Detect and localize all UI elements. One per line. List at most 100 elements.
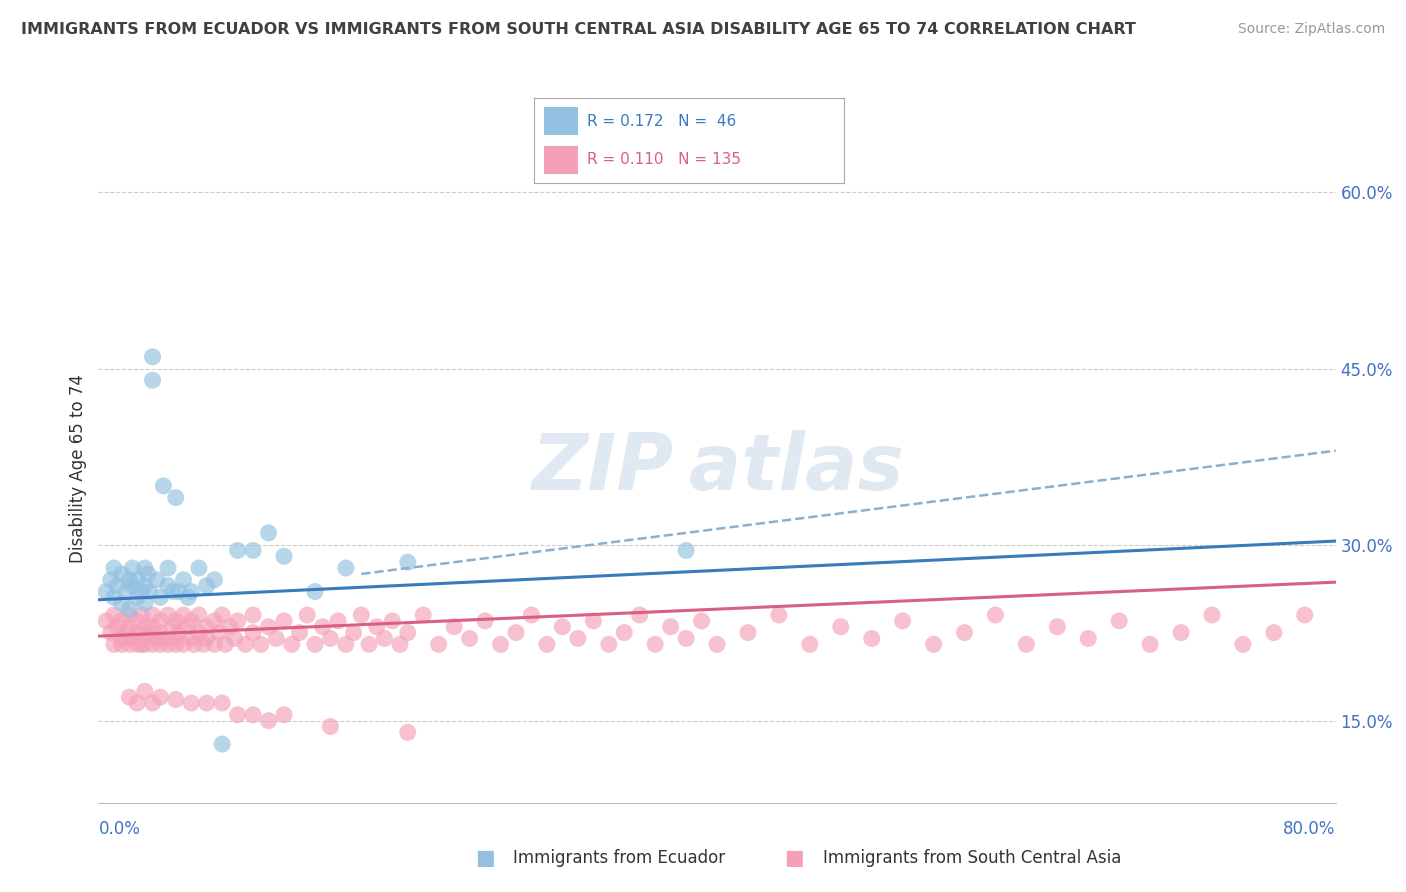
Point	[737, 625, 759, 640]
Point	[136, 625, 159, 640]
Text: 0.0%: 0.0%	[98, 821, 141, 838]
Point	[1263, 625, 1285, 640]
Point	[304, 637, 326, 651]
Point	[644, 637, 666, 651]
Point	[1046, 620, 1069, 634]
Point	[458, 632, 481, 646]
Point	[357, 637, 380, 651]
Point	[489, 637, 512, 651]
Point	[396, 625, 419, 640]
Point	[953, 625, 976, 640]
Point	[582, 614, 605, 628]
Point	[103, 607, 125, 622]
Point	[121, 561, 143, 575]
Point	[188, 607, 211, 622]
Point	[134, 637, 156, 651]
Point	[157, 561, 180, 575]
Point	[103, 561, 125, 575]
Point	[118, 690, 141, 705]
Point	[177, 620, 200, 634]
Point	[105, 579, 128, 593]
Point	[350, 607, 373, 622]
Point	[1077, 632, 1099, 646]
Point	[388, 637, 412, 651]
Point	[118, 573, 141, 587]
Point	[343, 625, 366, 640]
Point	[105, 620, 128, 634]
Point	[427, 637, 450, 651]
Point	[1395, 625, 1406, 640]
Point	[412, 607, 434, 622]
Point	[96, 584, 118, 599]
Point	[118, 602, 141, 616]
Point	[131, 607, 153, 622]
Point	[1294, 607, 1316, 622]
Point	[180, 614, 202, 628]
Point	[111, 614, 134, 628]
Point	[165, 491, 187, 505]
Point	[273, 614, 295, 628]
Point	[173, 607, 195, 622]
Point	[157, 607, 180, 622]
Point	[111, 632, 134, 646]
Point	[195, 696, 218, 710]
Point	[195, 632, 218, 646]
Point	[165, 637, 187, 651]
Point	[204, 573, 226, 587]
Point	[288, 625, 311, 640]
Point	[142, 620, 165, 634]
Point	[257, 525, 280, 540]
Point	[374, 632, 396, 646]
Point	[226, 614, 249, 628]
Point	[149, 690, 172, 705]
Point	[173, 637, 195, 651]
Point	[180, 696, 202, 710]
Point	[1232, 637, 1254, 651]
Text: ZIP atlas: ZIP atlas	[530, 430, 904, 507]
Point	[273, 549, 295, 564]
Point	[675, 543, 697, 558]
Point	[1386, 209, 1406, 223]
Point	[204, 614, 226, 628]
Point	[219, 620, 242, 634]
Point	[100, 573, 122, 587]
Point	[183, 637, 205, 651]
Point	[134, 684, 156, 698]
Point	[319, 632, 342, 646]
Point	[1015, 637, 1038, 651]
Point	[474, 614, 496, 628]
Point	[891, 614, 914, 628]
Point	[304, 584, 326, 599]
Point	[214, 637, 236, 651]
Point	[706, 637, 728, 651]
Point	[226, 543, 249, 558]
Point	[208, 625, 231, 640]
Point	[118, 607, 141, 622]
Point	[165, 632, 187, 646]
Point	[118, 637, 141, 651]
Point	[281, 637, 304, 651]
Point	[149, 637, 172, 651]
Point	[142, 696, 165, 710]
Point	[115, 625, 138, 640]
Point	[127, 637, 149, 651]
Point	[162, 584, 184, 599]
Point	[100, 625, 122, 640]
Point	[319, 719, 342, 733]
Text: 80.0%: 80.0%	[1284, 821, 1336, 838]
Point	[598, 637, 620, 651]
Point	[134, 632, 156, 646]
Point	[297, 607, 319, 622]
Point	[111, 596, 134, 610]
Point	[226, 707, 249, 722]
Point	[520, 607, 543, 622]
Point	[659, 620, 682, 634]
Point	[136, 566, 159, 581]
Point	[335, 637, 357, 651]
Point	[922, 637, 945, 651]
Text: ■: ■	[475, 848, 495, 868]
Point	[180, 632, 202, 646]
Point	[167, 584, 190, 599]
Point	[162, 620, 184, 634]
Point	[242, 543, 264, 558]
